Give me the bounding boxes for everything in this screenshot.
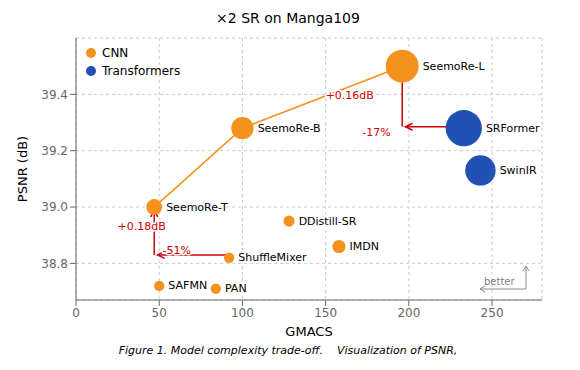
svg-text:GMACS: GMACS [285, 324, 332, 339]
svg-text:200: 200 [397, 306, 420, 320]
svg-text:39.0: 39.0 [41, 200, 68, 214]
svg-text:+0.16dB: +0.16dB [326, 89, 374, 102]
svg-text:ShuffleMixer: ShuffleMixer [238, 251, 307, 264]
svg-text:DDistill-SR: DDistill-SR [299, 215, 357, 228]
svg-text:SeemoRe-T: SeemoRe-T [166, 201, 228, 214]
svg-text:250: 250 [481, 306, 504, 320]
svg-text:39.2: 39.2 [41, 144, 68, 158]
svg-text:50: 50 [152, 306, 167, 320]
svg-text:SeemoRe-L: SeemoRe-L [423, 60, 486, 73]
svg-text:SeemoRe-B: SeemoRe-B [258, 122, 321, 135]
svg-text:better: better [484, 276, 515, 287]
html-text:Figure 1. Model complexity tra: Figure 1. Model complexity trade-off. Vi… [118, 344, 458, 357]
svg-text:-51%: -51% [163, 244, 191, 257]
svg-text:150: 150 [314, 306, 337, 320]
svg-text:IMDN: IMDN [350, 240, 379, 253]
svg-text:+0.18dB: +0.18dB [118, 220, 166, 233]
svg-text:100: 100 [231, 306, 254, 320]
svg-text:SAFMN: SAFMN [168, 279, 207, 292]
svg-text:PSNR (dB): PSNR (dB) [15, 136, 30, 202]
svg-text:-17%: -17% [362, 126, 390, 139]
svg-text:0: 0 [72, 306, 80, 320]
svg-text:SwinIR: SwinIR [500, 164, 537, 177]
svg-text:39.4: 39.4 [41, 88, 68, 102]
html-text:CNN: CNN [102, 46, 129, 60]
html-text:Transformers: Transformers [102, 64, 181, 78]
svg-text:38.8: 38.8 [41, 257, 68, 271]
svg-text:PAN: PAN [225, 282, 247, 295]
html-text:×2 SR on Manga109: ×2 SR on Manga109 [216, 10, 360, 26]
svg-text:SRFormer: SRFormer [486, 122, 540, 135]
